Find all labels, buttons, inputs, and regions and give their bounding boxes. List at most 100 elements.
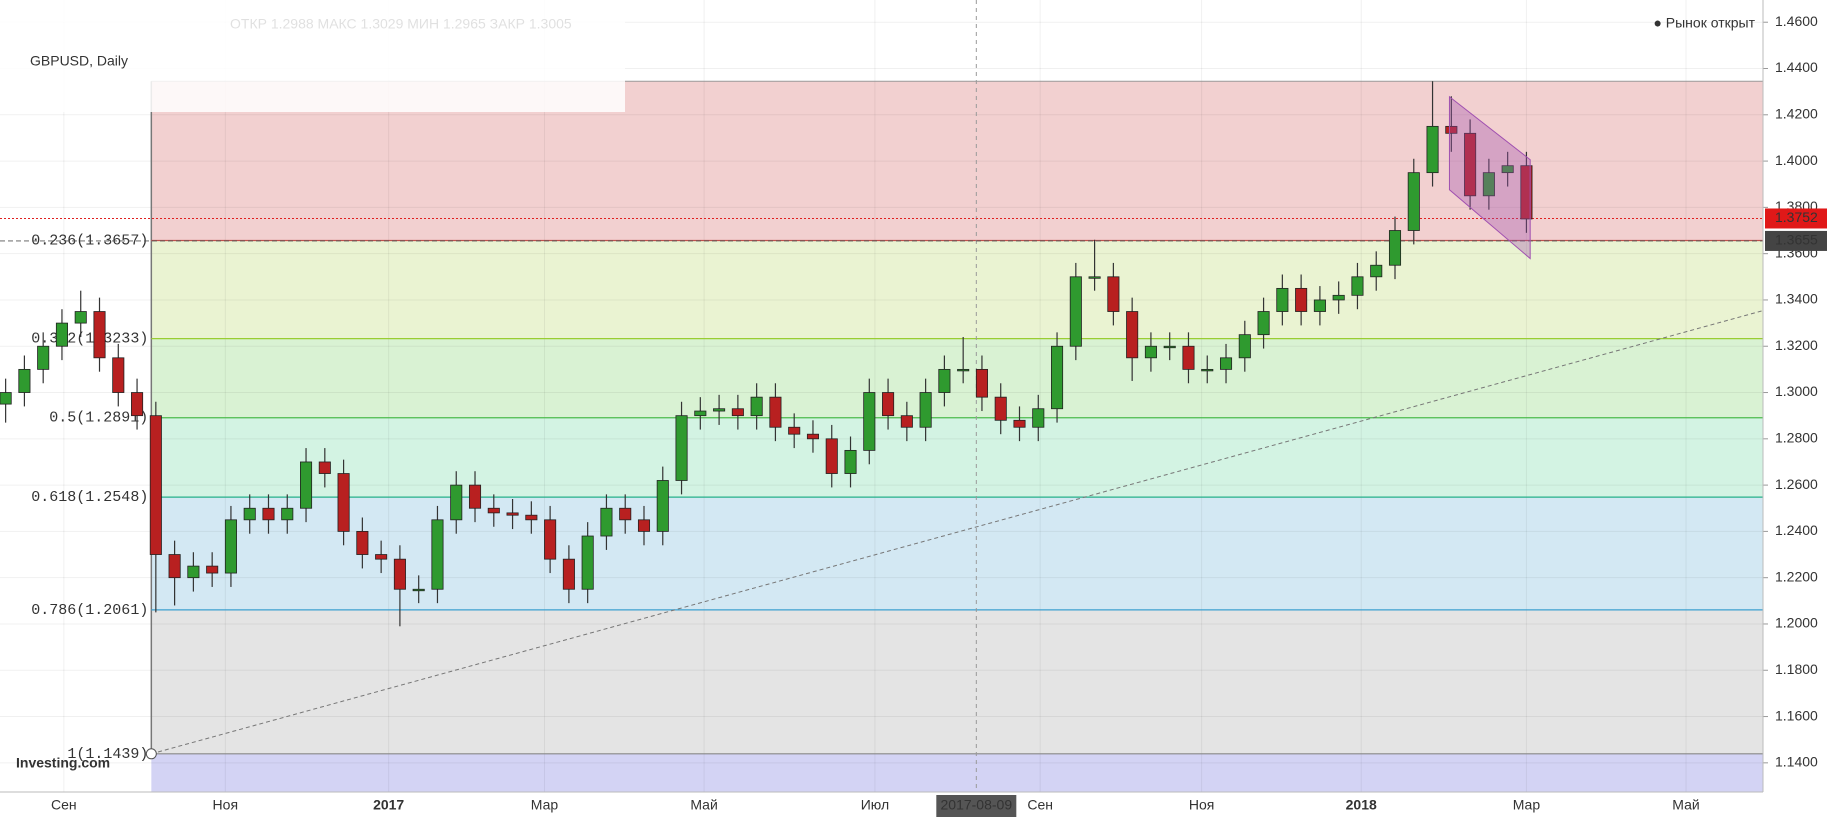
candle-body <box>1013 419 1026 428</box>
fib-label: 0.618(1.2548) <box>31 489 148 506</box>
candle-body <box>882 392 895 417</box>
title-box <box>0 0 625 112</box>
candle-body <box>1520 165 1533 220</box>
y-tick-label: 1.4400 <box>1775 59 1818 75</box>
candle-body <box>1370 264 1383 278</box>
candle-body <box>1182 345 1195 370</box>
y-tick-label: 1.3200 <box>1775 337 1818 353</box>
x-tick-label: Ноя <box>213 797 238 813</box>
y-tick-label: 1.4200 <box>1775 105 1818 121</box>
fib-band <box>151 497 1763 610</box>
candle-body <box>994 396 1007 421</box>
crosshair-label: 2017-08-09 <box>941 797 1013 813</box>
y-tick-label: 1.1800 <box>1775 661 1818 677</box>
x-tick-label: Май <box>690 797 717 813</box>
candle-body <box>1276 287 1289 312</box>
fib-band <box>151 417 1763 498</box>
x-tick-label: Мар <box>531 797 559 813</box>
x-tick-label: Мар <box>1513 797 1541 813</box>
x-tick-label: Май <box>1672 797 1699 813</box>
candle-body <box>863 392 876 451</box>
y-tick-label: 1.2800 <box>1775 430 1818 446</box>
chart-title: GBPUSD, Daily <box>30 53 128 69</box>
candle-body <box>1482 172 1495 197</box>
candle-body <box>825 438 838 474</box>
fib-band <box>151 240 1763 339</box>
y-tick-label: 1.2600 <box>1775 476 1818 492</box>
x-tick-label: Сен <box>1027 797 1053 813</box>
y-tick-label: 1.1400 <box>1775 754 1818 770</box>
candle-body <box>262 507 275 521</box>
candle-body <box>318 461 331 474</box>
fib-band <box>151 609 1763 754</box>
candle-body <box>55 322 68 347</box>
candle-body <box>656 480 669 532</box>
candle-body <box>412 588 425 592</box>
candle-body <box>1144 345 1157 359</box>
candle-body <box>468 484 482 509</box>
candle-body <box>337 473 350 532</box>
trend-anchor <box>145 748 157 760</box>
candle-body <box>356 530 369 555</box>
fib-label: 0.382(1.3233) <box>31 331 148 348</box>
candle-body <box>187 565 200 579</box>
candle-body <box>18 368 31 393</box>
candle-body <box>1351 276 1364 296</box>
candle-body <box>506 512 519 516</box>
candle-body <box>0 392 12 405</box>
candle-body <box>1313 299 1326 312</box>
crosshair-tag <box>936 795 1017 817</box>
candle-body <box>975 368 988 398</box>
candle-body <box>243 507 256 521</box>
trendline <box>151 310 1764 755</box>
x-tick-label: Июл <box>861 797 889 813</box>
candle-body <box>1464 132 1477 197</box>
candle-body <box>1295 287 1308 312</box>
candle-body <box>1407 172 1420 231</box>
candle-body <box>637 519 651 532</box>
y-tick-label: 1.4600 <box>1775 13 1818 29</box>
fib-label: 1(1.1439) <box>67 746 148 763</box>
candle-body <box>731 408 744 417</box>
candle-body <box>1051 345 1064 410</box>
candle-body <box>1126 311 1139 359</box>
candle-body <box>525 514 538 521</box>
candle-body <box>206 565 219 574</box>
candle-body <box>224 519 237 574</box>
candle-body <box>112 357 125 393</box>
last-price-label: 1.3752 <box>1775 209 1818 225</box>
y-tick-label: 1.3400 <box>1775 291 1818 307</box>
candle-body <box>1426 125 1439 174</box>
candle-body <box>1219 357 1233 370</box>
marker-price-tag <box>1765 230 1827 251</box>
x-tick-label: Сен <box>51 797 77 813</box>
candle-body <box>1201 368 1214 372</box>
fib-label: 0.5(1.2891) <box>49 410 148 427</box>
status: ● Рынок открыт <box>1653 15 1755 31</box>
candle-body <box>600 507 613 537</box>
candle-body <box>1069 276 1082 347</box>
candle-body <box>900 415 913 428</box>
candle-body <box>1032 408 1045 428</box>
candle-body <box>93 311 106 359</box>
candle-body <box>1501 165 1514 174</box>
candle-body <box>769 396 782 428</box>
candle-body <box>675 415 688 481</box>
x-tick-label: Ноя <box>1189 797 1214 813</box>
candle-body <box>1257 311 1270 336</box>
candle-body <box>844 449 857 474</box>
candle-body <box>281 507 294 521</box>
last-price-tag <box>1765 208 1827 229</box>
candle-body <box>487 507 500 514</box>
candle-body <box>806 433 820 440</box>
candle-body <box>750 396 763 417</box>
candle-body <box>957 368 970 372</box>
logo: Investing.com <box>16 755 110 771</box>
candle-body <box>1163 345 1176 349</box>
candle-body <box>619 507 632 521</box>
candle-body <box>713 408 726 412</box>
candle-body <box>37 345 50 370</box>
candle-body <box>431 519 444 590</box>
candle-body <box>74 311 87 324</box>
